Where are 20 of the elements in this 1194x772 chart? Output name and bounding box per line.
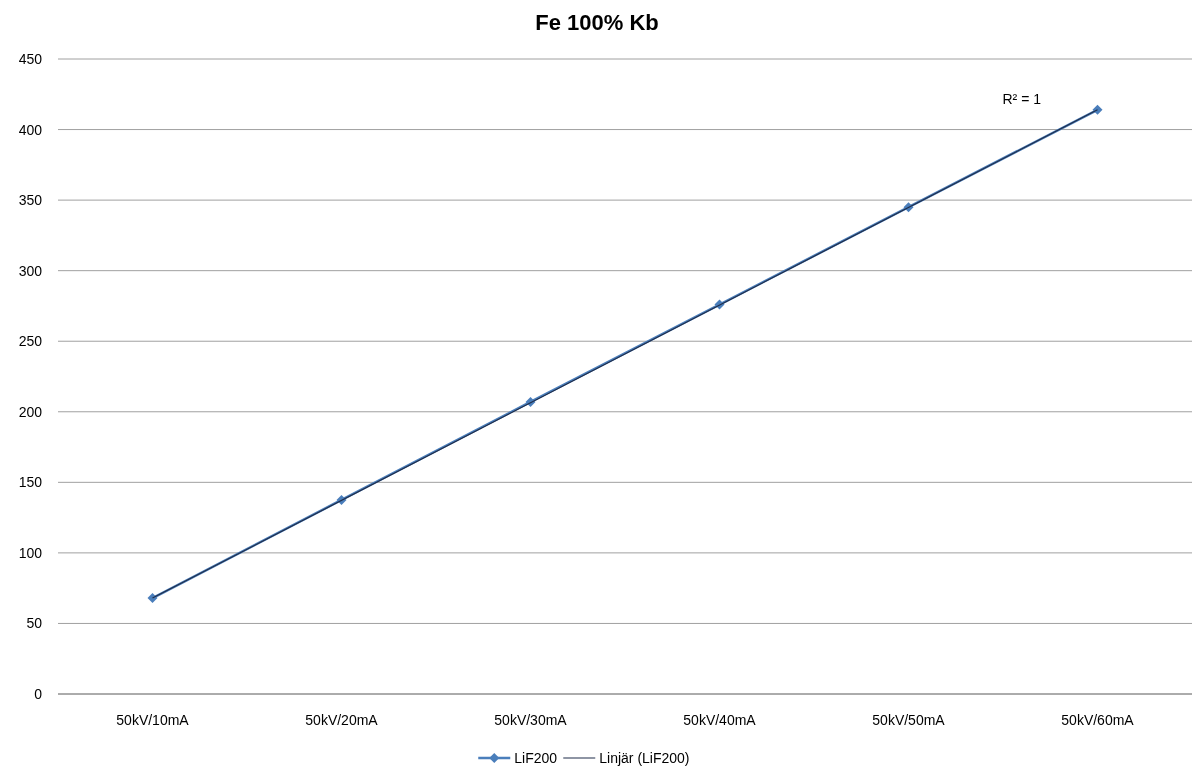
y-tick-label: 100 [18, 544, 43, 561]
x-tick-label: 50kV/10mA [116, 712, 190, 728]
chart-title: Fe 100% Kb [535, 10, 659, 35]
x-tick-label: 50kV/40mA [683, 712, 757, 728]
y-tick-label: 50 [26, 615, 43, 632]
y-tick-label: 400 [18, 121, 43, 138]
x-tick-label: 50kV/30mA [494, 712, 568, 728]
annotation: R² = 1 [1002, 90, 1042, 107]
x-tick-label: 50kV/50mA [872, 712, 946, 728]
y-tick-label: 300 [18, 262, 43, 279]
y-tick-label: 200 [18, 403, 43, 420]
legend-label: LiF200 [514, 750, 558, 766]
y-tick-label: 0 [34, 686, 43, 702]
legend-label: Linjär (LiF200) [599, 750, 690, 766]
y-tick-label: 450 [18, 51, 43, 67]
x-tick-label: 50kV/20mA [305, 712, 379, 728]
y-tick-label: 350 [18, 192, 43, 209]
x-tick-label: 50kV/60mA [1061, 712, 1135, 728]
y-tick-label: 150 [18, 474, 43, 491]
y-tick-label: 250 [18, 333, 43, 350]
